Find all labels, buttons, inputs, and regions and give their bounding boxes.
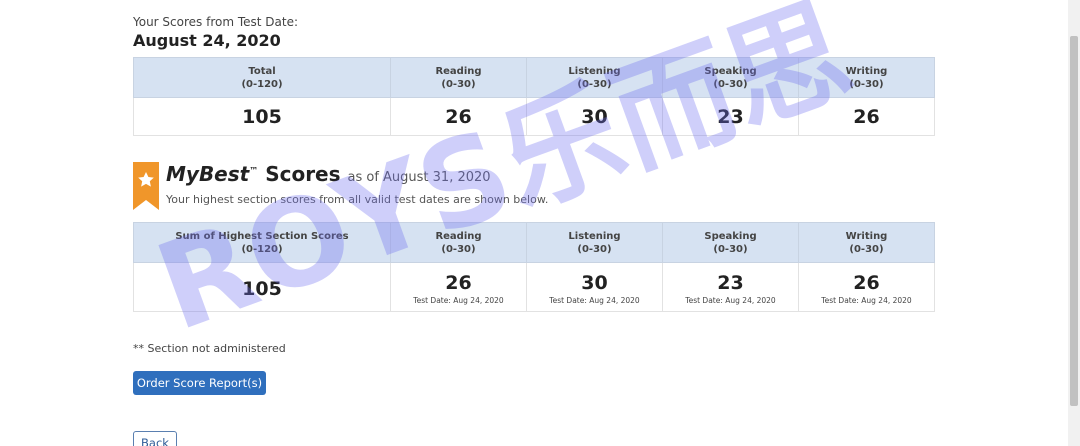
score-speaking: 23 [662, 97, 799, 136]
back-button[interactable]: Back [133, 431, 177, 446]
test-date: Test Date: Aug 24, 2020 [685, 296, 776, 305]
table-row: 105 26 Test Date: Aug 24, 2020 30 Test Dat… [133, 262, 935, 312]
mybest-scores-table: Sum of Highest Section Scores (0-120) Rea… [133, 222, 935, 312]
score-writing: 26 [798, 97, 935, 136]
mybest-subtitle: Your highest section scores from all val… [166, 193, 549, 206]
header-writing: Writing (0-30) [798, 222, 935, 263]
score-listening: 30 [526, 97, 663, 136]
score-writing: 26 Test Date: Aug 24, 2020 [798, 262, 935, 312]
header-writing: Writing (0-30) [798, 57, 935, 98]
header-reading: Reading (0-30) [390, 222, 527, 263]
score-reading: 26 [390, 97, 527, 136]
test-scores-table: Total (0-120) Reading (0-30) Listening (0-3… [133, 57, 935, 136]
test-date: Test Date: Aug 24, 2020 [413, 296, 504, 305]
test-date: Test Date: Aug 24, 2020 [549, 296, 640, 305]
scrollbar-thumb[interactable] [1070, 36, 1078, 406]
header-speaking: Speaking (0-30) [662, 57, 799, 98]
test-date: August 24, 2020 [133, 31, 281, 50]
score-speaking: 23 Test Date: Aug 24, 2020 [662, 262, 799, 312]
header-speaking: Speaking (0-30) [662, 222, 799, 263]
mybest-title: MyBest™ Scores as of August 31, 2020 [166, 162, 491, 186]
header-listening: Listening (0-30) [526, 222, 663, 263]
score-sum: 105 [133, 262, 391, 312]
test-date: Test Date: Aug 24, 2020 [821, 296, 912, 305]
header-total: Total (0-120) [133, 57, 391, 98]
score-reading: 26 Test Date: Aug 24, 2020 [390, 262, 527, 312]
header-sum: Sum of Highest Section Scores (0-120) [133, 222, 391, 263]
order-score-report-button[interactable]: Order Score Report(s) [133, 371, 266, 395]
star-ribbon-icon [133, 162, 159, 210]
test-date-label: Your Scores from Test Date: [133, 15, 299, 29]
header-listening: Listening (0-30) [526, 57, 663, 98]
score-total: 105 [133, 97, 391, 136]
section-note: ** Section not administered [133, 342, 286, 355]
header-reading: Reading (0-30) [390, 57, 527, 98]
score-listening: 30 Test Date: Aug 24, 2020 [526, 262, 663, 312]
table-row: 105 26 30 23 26 [133, 97, 935, 136]
